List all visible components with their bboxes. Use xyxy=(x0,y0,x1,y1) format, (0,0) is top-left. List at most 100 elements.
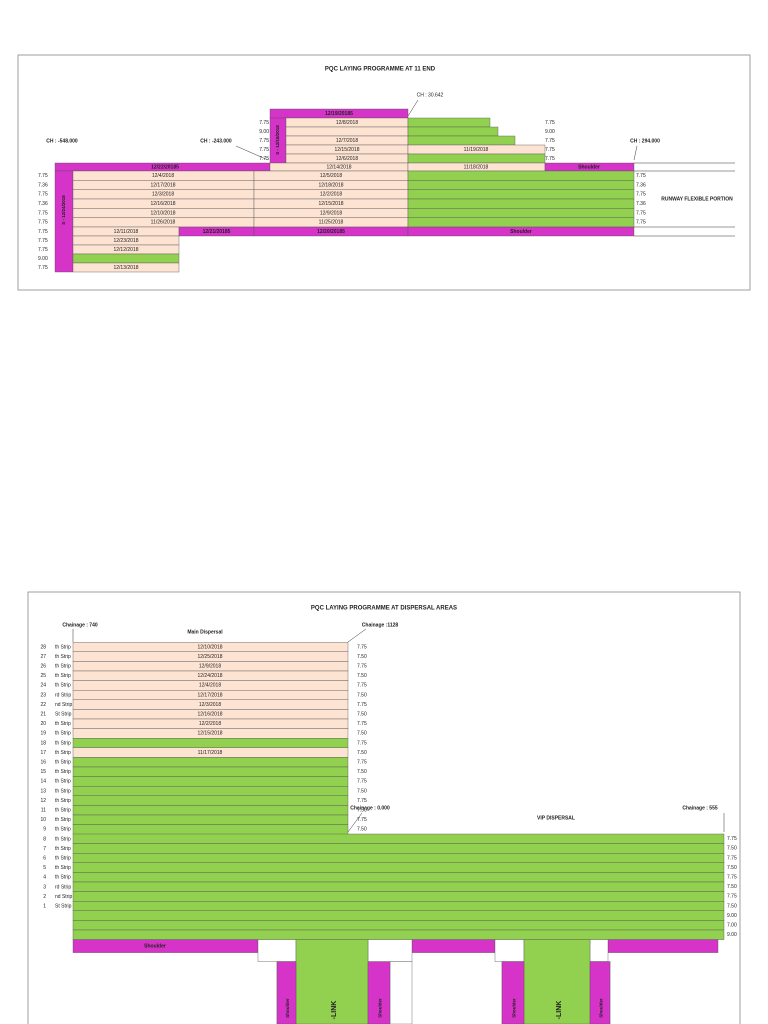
strip-suffix: th Strip xyxy=(55,644,71,650)
strip-suffix: th Strip xyxy=(55,779,71,785)
leader-line xyxy=(347,628,367,643)
strip-suffix: th Strip xyxy=(55,788,71,794)
junction xyxy=(367,939,413,962)
width-label: 7.36 xyxy=(636,201,646,207)
width-label: 7.75 xyxy=(38,265,48,271)
width-label: 7.50 xyxy=(357,712,367,718)
date: 12/14/2018 xyxy=(326,164,351,170)
strip-number: 14 xyxy=(40,779,46,785)
width-label: 7.50 xyxy=(357,692,367,698)
row xyxy=(72,891,725,902)
band xyxy=(407,226,635,237)
date: 12/4/2018 xyxy=(199,683,221,689)
row xyxy=(72,262,180,273)
strip-suffix: th Strip xyxy=(55,721,71,727)
strip-suffix: th Strip xyxy=(55,808,71,814)
row xyxy=(72,910,725,921)
strip-number: 1 xyxy=(43,904,46,910)
date: 12/15/2018 xyxy=(334,147,359,153)
junction xyxy=(589,939,609,962)
chainage: Chainage : 0.000 xyxy=(350,805,390,811)
width-label: 7.50 xyxy=(727,903,737,909)
width-label: 7.75 xyxy=(357,760,367,766)
row xyxy=(72,776,349,787)
panel-title: PQC LAYING PROGRAMME AT DISPERSAL AREAS xyxy=(311,606,457,612)
strip-suffix: th Strip xyxy=(55,731,71,737)
strip-number: 4 xyxy=(43,875,46,881)
note: RUNWAY FLEXIBLE PORTION xyxy=(661,196,733,202)
row xyxy=(407,198,635,209)
strip-number: 7 xyxy=(43,846,46,852)
strip-number: 16 xyxy=(40,760,46,766)
width-label: 7.75 xyxy=(636,173,646,179)
date: 12/8/2018 xyxy=(336,120,358,126)
width-label: 7.75 xyxy=(727,875,737,881)
strip-suffix: th Strip xyxy=(55,846,71,852)
row xyxy=(407,180,635,190)
junction xyxy=(389,961,413,1024)
width-label: 7.75 xyxy=(357,740,367,746)
width-label: 9.00 xyxy=(727,913,737,919)
band-label: 12/11/2018 xyxy=(114,229,139,235)
band-label: Shoulder xyxy=(510,229,532,235)
strip-suffix: th Strip xyxy=(55,827,71,833)
row xyxy=(72,853,725,864)
link-shoulder-label: Shoulder xyxy=(512,998,517,1018)
strip-number: 15 xyxy=(40,769,46,775)
width-label: 7.75 xyxy=(38,192,48,198)
date: 12/10/2018 xyxy=(197,644,222,650)
shoulder xyxy=(607,939,719,953)
date: 12/9/2018 xyxy=(199,664,221,670)
strip-number: 12 xyxy=(40,798,46,804)
strip-number: 28 xyxy=(40,644,46,650)
panel-title: PQC LAYING PROGRAMME AT 11 END xyxy=(325,67,436,73)
strip-suffix: th Strip xyxy=(55,769,71,775)
strip-suffix: St Strip xyxy=(55,904,72,910)
row xyxy=(72,862,725,873)
chainage: CH : -243.000 xyxy=(200,138,232,144)
width-label: 7.75 xyxy=(545,138,555,144)
leader-line xyxy=(633,145,638,161)
strip-suffix: th Strip xyxy=(55,865,71,871)
top-frame xyxy=(17,54,751,291)
date: 12/15/2018 xyxy=(318,201,343,207)
row xyxy=(72,833,725,844)
date: 12/16/2018 xyxy=(197,712,222,718)
strip-number: 22 xyxy=(40,702,46,708)
junction xyxy=(257,939,297,962)
date: 12/23/2018 xyxy=(113,238,138,244)
date: 12/13/2018 xyxy=(113,265,138,271)
strip-label: S - 12/18/2018 xyxy=(275,125,280,155)
strip-suffix: rd Strip xyxy=(55,692,71,698)
chainage: Chainage : 740 xyxy=(62,622,98,628)
row xyxy=(72,795,349,806)
row xyxy=(72,920,725,931)
strip-suffix: nd Strip xyxy=(55,894,72,900)
row xyxy=(72,814,349,825)
link-label: -LINK xyxy=(556,1001,563,1020)
width-label: 7.75 xyxy=(259,138,269,144)
bottom-frame xyxy=(27,591,741,1024)
date: 12/2/2018 xyxy=(199,721,221,727)
strip-label: S - 12/24/2018 xyxy=(61,195,66,225)
date: 12/4/2018 xyxy=(152,173,174,179)
width-label: 7.75 xyxy=(357,817,367,823)
width-label: 7.75 xyxy=(636,192,646,198)
strip-number: 23 xyxy=(40,692,46,698)
strip-number: 17 xyxy=(40,750,46,756)
strip-number: 21 xyxy=(40,712,46,718)
width-label: 7.36 xyxy=(38,182,48,188)
width-label: 7.50 xyxy=(357,673,367,679)
date: 12/17/2018 xyxy=(197,692,222,698)
strip-suffix: th Strip xyxy=(55,798,71,804)
band-label: 12/22/20185 xyxy=(151,164,179,170)
strip-number: 10 xyxy=(40,817,46,823)
date: 12/7/2018 xyxy=(336,138,358,144)
width-label: 7.50 xyxy=(727,846,737,852)
band-label: Shoulder xyxy=(578,164,600,170)
stair xyxy=(407,153,546,164)
date: 12/5/2018 xyxy=(320,173,342,179)
row xyxy=(72,929,725,940)
strip-number: 18 xyxy=(40,740,46,746)
width-label: 7.36 xyxy=(636,182,646,188)
